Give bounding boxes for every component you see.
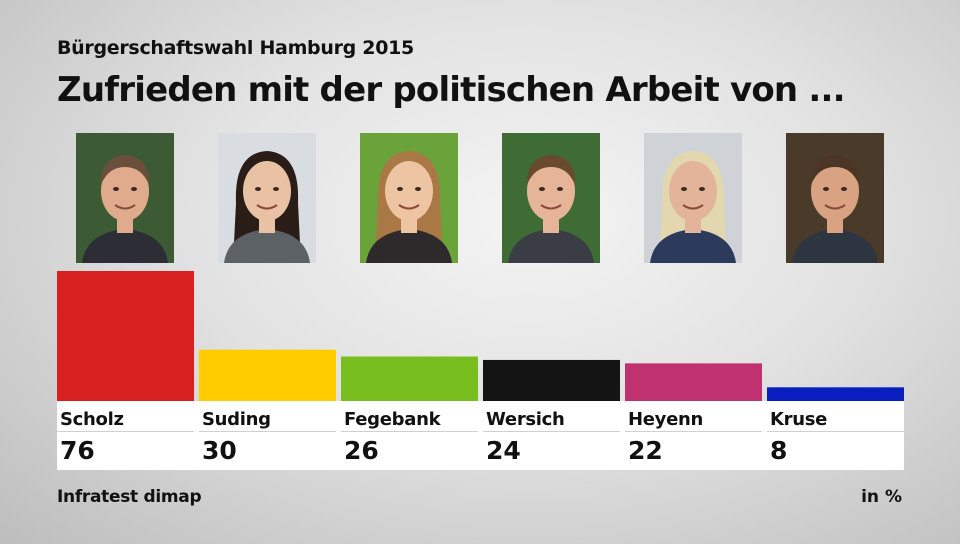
chart-title: Zufrieden mit der politischen Arbeit von… <box>57 70 846 110</box>
value-label: 22 <box>628 436 663 465</box>
value-label: 26 <box>344 436 379 465</box>
bar-scholz <box>57 271 194 401</box>
bar-heyenn <box>625 363 762 401</box>
portrait-heyenn-icon <box>644 133 742 263</box>
label-divider <box>57 431 194 432</box>
value-label: 76 <box>60 436 95 465</box>
category-label: Scholz <box>60 409 124 430</box>
category-label: Heyenn <box>628 409 704 430</box>
value-label: 24 <box>486 436 521 465</box>
label-divider <box>199 431 336 432</box>
bar-fegebank <box>341 356 478 401</box>
category-label: Fegebank <box>344 409 441 430</box>
category-label: Wersich <box>486 409 565 430</box>
portrait-scholz-icon <box>76 133 174 263</box>
portrait-fegebank-icon <box>360 133 458 263</box>
bar-kruse <box>767 387 904 401</box>
unit-label: in % <box>861 487 902 507</box>
labels-strip <box>57 401 904 470</box>
category-label: Suding <box>202 409 271 430</box>
chart-subtitle: Bürgerschaftswahl Hamburg 2015 <box>57 37 414 59</box>
label-divider <box>625 431 762 432</box>
portrait-suding-icon <box>218 133 316 263</box>
label-divider <box>767 431 904 432</box>
category-label: Kruse <box>770 409 828 430</box>
bar-wersich <box>483 359 620 401</box>
label-divider <box>483 431 620 432</box>
portrait-wersich-icon <box>502 133 600 263</box>
source-label: Infratest dimap <box>57 487 202 507</box>
value-label: 8 <box>770 436 788 465</box>
portrait-kruse-icon <box>786 133 884 263</box>
label-divider <box>341 431 478 432</box>
bar-suding <box>199 349 336 401</box>
value-label: 30 <box>202 436 237 465</box>
